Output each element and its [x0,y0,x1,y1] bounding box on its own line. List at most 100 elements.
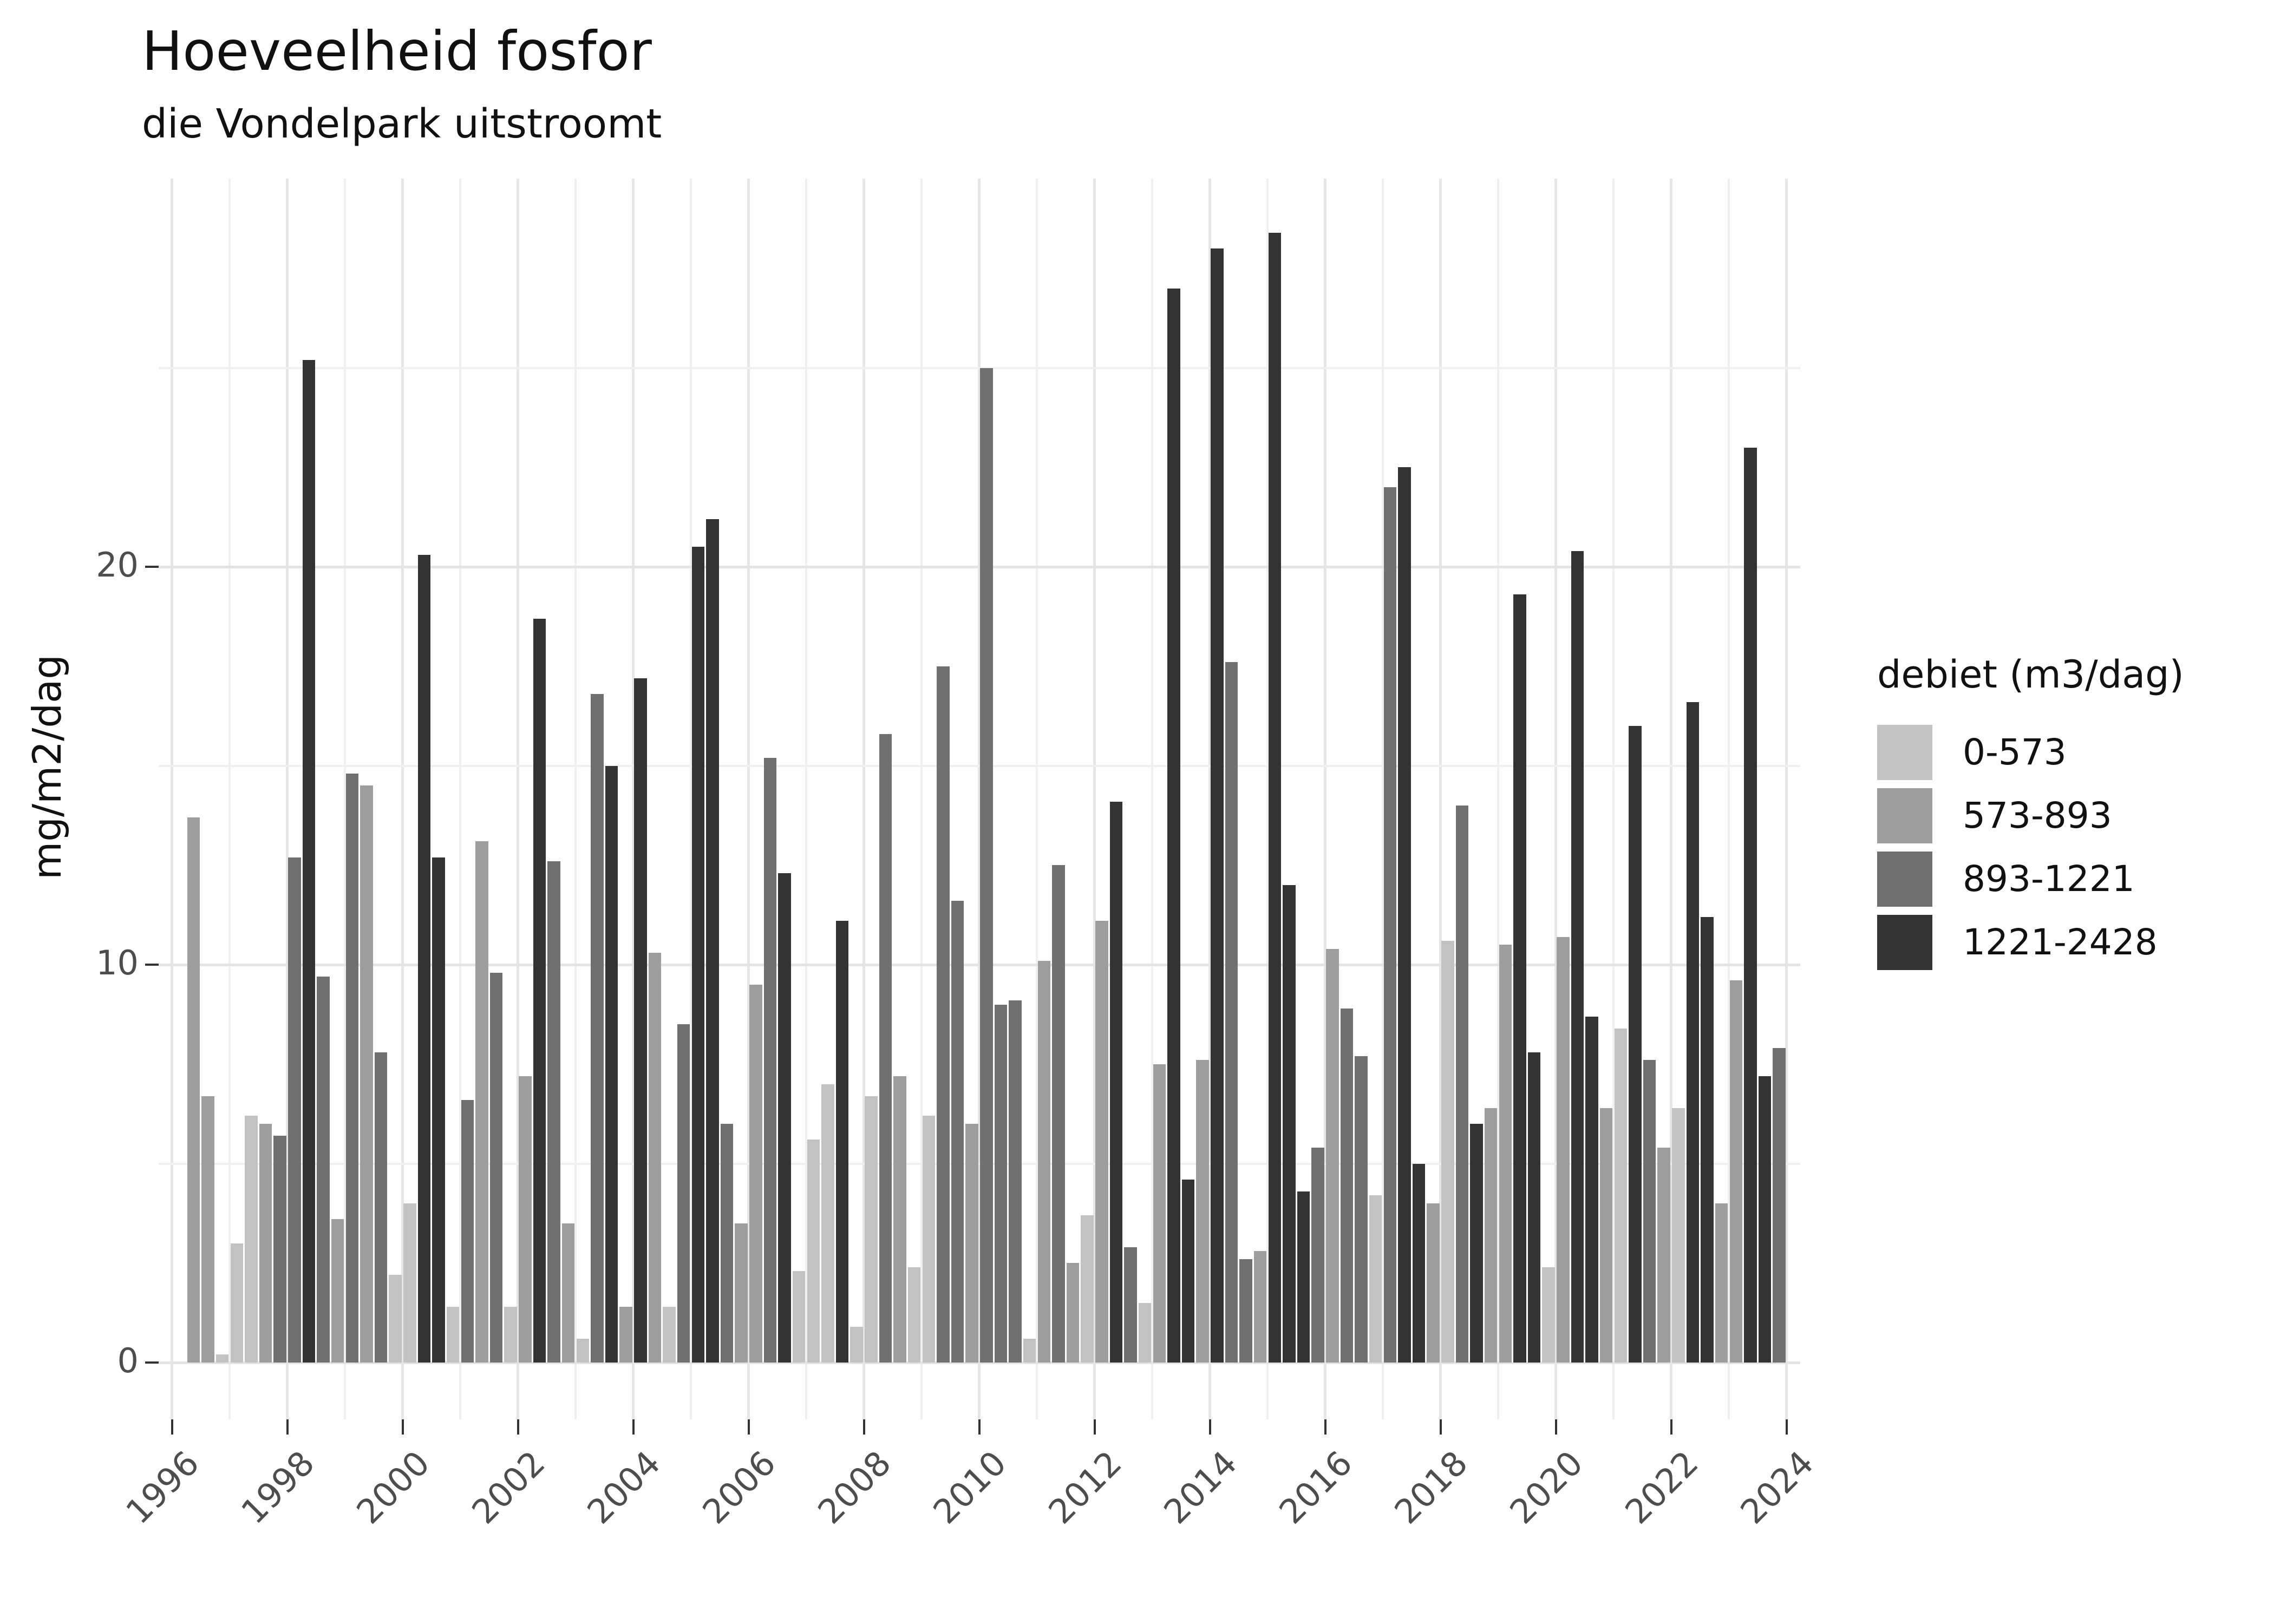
bar-2016-q2 [1340,1008,1354,1363]
gridline-x-2011 [1036,179,1038,1419]
gridline-x-2015 [1266,179,1269,1419]
bar-2001-q4 [504,1307,517,1363]
gridline-x-2005 [690,179,692,1419]
gridline-x-2009 [920,179,923,1419]
bar-2004-q1 [634,678,647,1363]
bar-2003-q2 [591,694,604,1363]
legend-swatch-573-893 [1877,788,1932,843]
gridline-x-1996 [171,179,173,1419]
bar-2001-q1 [461,1099,474,1363]
bar-2019-q1 [1499,945,1512,1363]
bar-2014-q3 [1239,1259,1252,1363]
bar-2011-q3 [1066,1263,1080,1363]
bar-2008-q4 [907,1267,921,1363]
bar-2009-q3 [951,901,964,1363]
gridline-x-2023 [1728,179,1730,1419]
gridline-x-2001 [459,179,461,1419]
bar-2022-q4 [1715,1203,1728,1363]
bar-2004-q3 [663,1307,676,1363]
bar-2006-q1 [749,984,762,1363]
bar-2003-q1 [576,1338,590,1363]
bar-1996-q4 [215,1354,229,1363]
gridline-x-2002 [517,179,519,1419]
bar-2009-q1 [922,1116,936,1363]
gridline-x-2024 [1785,179,1788,1419]
gridline-x-1999 [344,179,346,1419]
bar-2015-q4 [1311,1148,1324,1363]
legend-swatch-1221-2428 [1877,915,1932,970]
bar-2008-q3 [893,1076,906,1363]
bar-2014-q2 [1225,662,1238,1363]
gridline-x-2014 [1208,179,1211,1419]
bar-1996-q2 [187,817,200,1363]
bar-1997-q4 [273,1136,286,1363]
gridline-x-2022 [1670,179,1672,1419]
bar-2018-q1 [1441,940,1454,1363]
bar-2002-q1 [519,1076,532,1363]
gridline-x-2008 [862,179,865,1419]
gridline-x-1997 [228,179,231,1419]
bar-2007-q3 [835,921,849,1363]
bar-2009-q2 [937,666,950,1363]
bar-2021-q2 [1629,726,1642,1363]
gridline-x-2010 [978,179,981,1419]
bar-2011-q2 [1052,865,1065,1363]
bar-2015-q3 [1297,1191,1310,1363]
bar-2020-q1 [1557,937,1570,1363]
bar-1997-q2 [245,1116,258,1363]
bar-2005-q4 [735,1223,748,1363]
bar-2010-q4 [1023,1338,1036,1363]
bar-2012-q3 [1124,1247,1137,1363]
bar-2019-q3 [1527,1052,1541,1363]
bar-1999-q3 [374,1052,388,1363]
bar-2012-q4 [1138,1302,1152,1363]
bar-2020-q4 [1599,1108,1613,1363]
gridline-x-2012 [1093,179,1096,1419]
legend-title: debiet (m3/dag) [1877,652,2184,697]
bar-2002-q2 [533,618,546,1363]
bar-2021-q1 [1614,1028,1628,1363]
bar-2022-q3 [1701,916,1714,1363]
gridline-x-2016 [1324,179,1327,1419]
gridline-x-2000 [401,179,404,1419]
bar-2017-q4 [1427,1203,1440,1363]
gridline-y-0 [159,1361,1800,1364]
bar-2018-q3 [1470,1124,1483,1363]
bar-2003-q3 [605,765,618,1363]
gridline-x-2013 [1151,179,1153,1419]
bar-2010-q2 [994,1004,1008,1363]
gridline-y-10 [159,963,1800,966]
bar-2018-q4 [1484,1108,1498,1363]
bar-2008-q2 [879,734,892,1363]
bar-1999-q2 [360,785,373,1363]
bar-2006-q3 [778,873,791,1363]
legend-label-893-1221: 893-1221 [1963,858,2135,900]
bar-2011-q1 [1037,960,1051,1363]
chart-title: Hoeveelheid fosfor [142,19,652,83]
bar-2013-q4 [1196,1060,1209,1363]
bar-2017-q2 [1398,467,1411,1363]
bar-2005-q1 [691,547,705,1363]
bar-2019-q2 [1513,594,1526,1363]
bar-2004-q2 [648,952,662,1363]
legend-swatch-893-1221 [1877,852,1932,907]
bar-2012-q1 [1095,921,1108,1363]
gridline-x-2021 [1612,179,1615,1419]
bar-2011-q4 [1081,1215,1094,1363]
gridline-y-minor-15 [159,764,1800,767]
bar-1996-q3 [201,1096,214,1363]
legend-label-1221-2428: 1221-2428 [1963,921,2158,963]
bar-2017-q1 [1383,487,1397,1363]
bar-2000-q3 [432,857,445,1363]
bar-2021-q3 [1643,1060,1656,1363]
bar-2010-q1 [980,368,993,1363]
bar-2023-q4 [1773,1048,1786,1363]
gridline-x-2018 [1439,179,1442,1419]
bar-2010-q3 [1009,1000,1022,1363]
bar-2003-q4 [619,1307,632,1363]
bar-2009-q4 [965,1124,978,1363]
bar-2001-q3 [489,972,503,1363]
legend-swatch-0-573 [1877,725,1932,780]
legend-label-573-893: 573-893 [1963,795,2112,836]
